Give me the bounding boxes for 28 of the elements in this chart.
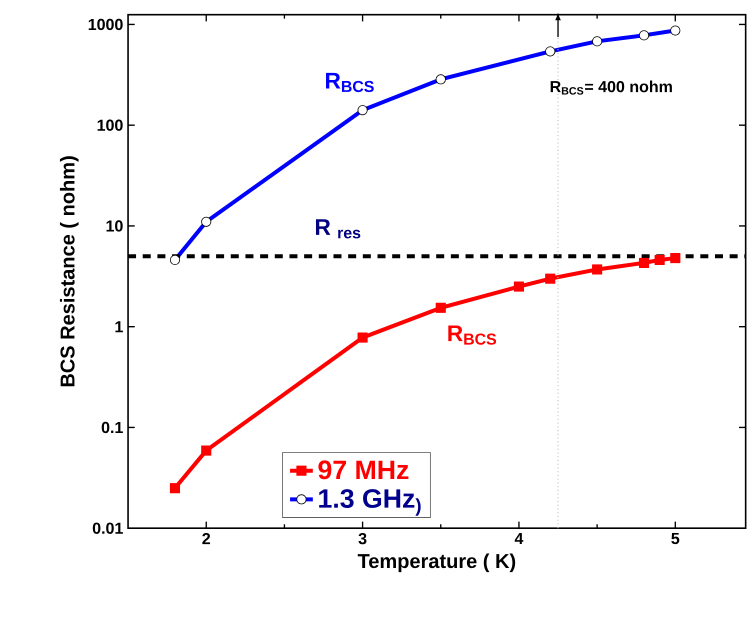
y-tick-label: 1 xyxy=(115,321,123,332)
point xyxy=(358,332,368,343)
x-tick-label: 3 xyxy=(358,532,366,544)
point xyxy=(170,482,180,494)
point xyxy=(638,258,650,268)
point xyxy=(654,254,665,265)
y-tick-label: 1000 xyxy=(88,18,123,30)
y-tick-label: 100 xyxy=(98,119,123,131)
point xyxy=(436,302,446,313)
point xyxy=(201,445,212,456)
y-tick-label: 10 xyxy=(106,220,123,232)
point xyxy=(514,281,524,292)
annotation: R$_{BCS}$ xyxy=(448,325,496,345)
x-tick-label: 4 xyxy=(514,532,524,544)
ref-line-label: R $_{res}$ xyxy=(316,219,360,238)
x-axis-title: Temperature ( K) xyxy=(358,553,516,572)
y-axis-title: BCS Resistance ( nohm) xyxy=(60,156,79,386)
x-tick-label: 2 xyxy=(202,532,210,544)
legend-label: 1.3 GHz$_{)}$ xyxy=(319,488,421,516)
annotation: R$_{BCS}$= 400 nohm xyxy=(550,80,672,95)
point xyxy=(592,264,602,274)
x-tick-label: 5 xyxy=(671,532,680,544)
point xyxy=(545,273,556,284)
y-tick-label: 0.1 xyxy=(102,422,123,433)
point xyxy=(670,252,680,264)
annotation: R$_{BCS}$ xyxy=(326,72,374,92)
y-tick-label: 0.01 xyxy=(92,522,123,534)
legend-label: 97 MHz xyxy=(318,460,408,480)
